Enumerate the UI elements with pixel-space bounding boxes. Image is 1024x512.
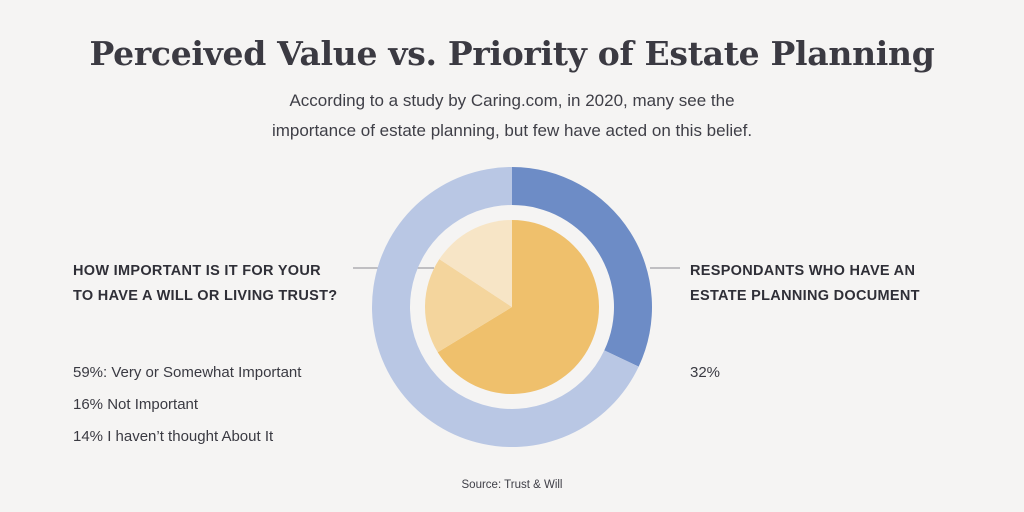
left-heading-line-1: HOW IMPORTANT IS IT FOR YOUR [73, 263, 321, 279]
right-respondents-panel: RESPONDANTS WHO HAVE AN ESTATE PLANNING … [690, 259, 990, 381]
left-question-heading: HOW IMPORTANT IS IT FOR YOUR TO HAVE A W… [73, 259, 373, 309]
inner-pie-slice-0 [437, 220, 599, 395]
source-note: Source: Trust & Will [461, 479, 563, 491]
subtitle-line-2: importance of estate planning, but few h… [271, 121, 753, 140]
left-heading-line-2: TO HAVE A WILL OR LIVING TRUST? [73, 288, 338, 304]
outer-ring [371, 166, 652, 447]
inner-pie-slice-1 [424, 259, 512, 353]
right-heading-line-2: ESTATE PLANNING DOCUMENT [690, 288, 920, 304]
respondents-percent: 32% [690, 364, 721, 381]
stat-very-important: 59%: Very or Somewhat Important [73, 364, 302, 381]
outer-ring-slice-0 [512, 167, 652, 367]
right-heading-line-1: RESPONDANTS WHO HAVE AN [690, 263, 916, 279]
subtitle-line-1: According to a study by Caring.com, in 2… [289, 91, 735, 110]
right-heading: RESPONDANTS WHO HAVE AN ESTATE PLANNING … [690, 259, 990, 309]
left-question-panel: HOW IMPORTANT IS IT FOR YOUR TO HAVE A W… [73, 259, 373, 445]
inner-pie [424, 220, 599, 395]
stat-not-important: 16% Not Important [73, 396, 199, 413]
page-title: Perceived Value vs. Priority of Estate P… [89, 34, 935, 73]
stat-not-thought: 14% I haven’t thought About It [73, 428, 274, 445]
inner-pie-slice-2 [439, 220, 512, 307]
